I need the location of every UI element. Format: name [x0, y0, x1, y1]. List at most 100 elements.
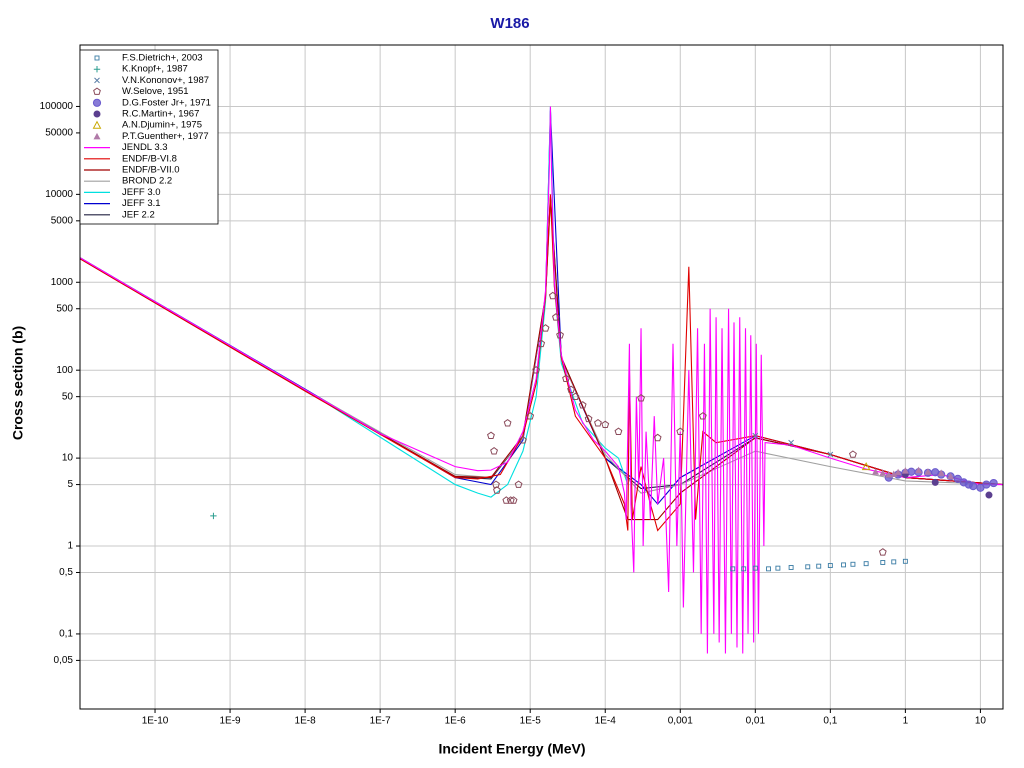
data-point [548, 291, 557, 300]
data-point [805, 564, 811, 570]
data-point [741, 566, 747, 572]
data-point [947, 472, 955, 480]
legend-swatch [93, 110, 101, 118]
y-tick-label: 0,05 [54, 655, 74, 666]
data-point [210, 512, 217, 520]
chart-title: W186 [490, 15, 529, 32]
data-point [901, 467, 909, 474]
data-point [880, 560, 886, 565]
data-point [601, 420, 610, 428]
legend-label: JENDL 3.3 [122, 142, 168, 153]
grid [80, 45, 1003, 709]
legend-swatch [94, 77, 100, 84]
data-point [532, 366, 541, 374]
series-line [80, 202, 1003, 494]
x-tick-label: 10 [975, 716, 987, 727]
legend-label: JEFF 3.1 [122, 198, 161, 209]
x-tick-label: 1E-9 [220, 716, 242, 727]
data-point [490, 446, 498, 455]
data-point [556, 331, 564, 339]
data-point [915, 466, 923, 474]
data-point [861, 462, 871, 471]
legend-label: D.G.Foster Jr+, 1971 [122, 97, 211, 108]
y-tick-label: 1000 [51, 277, 74, 288]
data-point [537, 339, 546, 348]
data-point [850, 561, 856, 567]
legend-label: JEF 2.2 [122, 209, 155, 220]
y-tick-label: 100000 [40, 101, 74, 112]
x-tick-label: 1E-4 [595, 716, 617, 727]
y-tick-label: 10000 [45, 189, 73, 200]
y-tick-label: 0,1 [59, 629, 73, 640]
x-tick-label: 1E-8 [295, 716, 317, 727]
x-axis-label: Incident Energy (MeV) [438, 741, 585, 757]
x-tick-label: 1 [903, 716, 909, 727]
legend-label: BROND 2.2 [122, 176, 172, 187]
data-point [937, 469, 945, 476]
data-point [509, 496, 518, 504]
legend-label: F.S.Dietrich+, 2003 [122, 53, 203, 64]
data-point [849, 450, 857, 458]
data-point [891, 559, 897, 565]
data-point [890, 470, 898, 477]
x-tick-label: 1E-5 [520, 716, 542, 727]
y-tick-label: 50 [62, 391, 74, 402]
data-point [827, 451, 834, 458]
data-point [902, 558, 908, 564]
data-point [931, 478, 939, 486]
data-point [752, 432, 759, 439]
data-point [985, 491, 993, 499]
data-point [766, 566, 771, 572]
legend-label: ENDF/B-VI.8 [122, 153, 177, 164]
x-tick-label: 0,001 [668, 716, 693, 727]
legend-swatch [93, 87, 101, 95]
data-point [676, 427, 685, 435]
y-axis-label: Cross section (b) [10, 326, 26, 440]
data-point [653, 433, 662, 442]
data-point [969, 482, 978, 491]
y-tick-label: 100 [56, 365, 73, 376]
y-tick-label: 0,5 [59, 567, 73, 578]
data-point [502, 496, 511, 504]
data-point [698, 412, 707, 420]
data-point [752, 565, 758, 571]
y-tick-label: 50000 [45, 128, 73, 139]
y-tick-label: 1 [67, 541, 73, 552]
data-point [637, 394, 645, 402]
data-point [519, 436, 527, 444]
ticks: 1E-10 1E-9 1E-8 1E-7 1E-6 1E-5 1E-4 0,001 0,01 0,… [40, 101, 987, 727]
plot-frame [79, 44, 1004, 710]
y-tick-label: 10 [62, 453, 74, 464]
series-line [80, 106, 1003, 654]
data-point [584, 414, 593, 423]
data-point [872, 468, 880, 475]
legend-label: A.N.Djumin+, 1975 [122, 120, 202, 131]
data-point [571, 392, 580, 400]
x-tick-label: 0,1 [823, 716, 837, 727]
legend-label: P.T.Guenther+, 1977 [122, 131, 209, 142]
legend-swatch [92, 120, 102, 129]
x-tick-label: 0,01 [746, 716, 766, 727]
data-point [578, 401, 587, 409]
data-point [894, 468, 902, 476]
legend-box [79, 49, 219, 225]
y-tick-label: 5000 [51, 215, 74, 226]
y-tick-label: 5 [67, 479, 73, 490]
data-point [487, 431, 495, 439]
series-line [80, 194, 1003, 532]
data-point [594, 418, 602, 427]
data-point [816, 563, 822, 569]
data-point [562, 374, 570, 382]
data-point [541, 324, 550, 332]
data-point [514, 480, 523, 488]
legend-label: W.Selove, 1951 [122, 86, 189, 97]
data-point [863, 561, 869, 567]
series-line [80, 106, 629, 498]
data-point [788, 439, 794, 446]
legend-swatch [93, 132, 101, 140]
data-point [953, 474, 962, 484]
data-point [841, 562, 847, 568]
data-point [878, 548, 887, 556]
legend-label: V.N.Kononov+, 1987 [122, 75, 209, 86]
